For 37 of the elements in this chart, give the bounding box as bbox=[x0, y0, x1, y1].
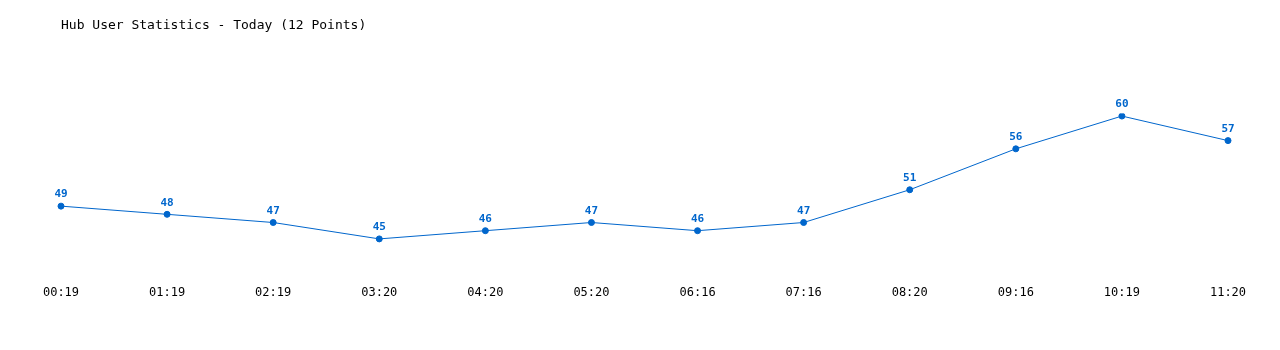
chart-title: Hub User Statistics - Today (12 Points) bbox=[61, 17, 367, 33]
x-tick-label: 10:19 bbox=[1103, 284, 1140, 299]
x-tick-label: 04:20 bbox=[467, 284, 504, 299]
data-label: 47 bbox=[584, 203, 599, 217]
data-label: 49 bbox=[54, 187, 68, 201]
data-label: 46 bbox=[478, 212, 493, 226]
data-label: 56 bbox=[1009, 130, 1023, 144]
point bbox=[269, 219, 277, 227]
data-label: 45 bbox=[372, 220, 386, 234]
point bbox=[1224, 137, 1232, 145]
x-tick-label: 09:16 bbox=[997, 284, 1034, 299]
point bbox=[57, 202, 65, 210]
data-label: 57 bbox=[1221, 121, 1235, 135]
data-label: 47 bbox=[266, 203, 280, 217]
x-tick-label: 11:20 bbox=[1209, 284, 1247, 299]
point bbox=[694, 227, 702, 235]
x-tick-label: 00:19 bbox=[42, 284, 80, 299]
point bbox=[375, 235, 383, 243]
point bbox=[163, 210, 171, 218]
x-tick-label: 08:20 bbox=[891, 284, 928, 299]
data-label: 51 bbox=[903, 171, 917, 185]
point bbox=[1012, 145, 1020, 153]
point bbox=[481, 227, 489, 235]
data-label: 48 bbox=[160, 195, 174, 209]
x-tick-label: 05:20 bbox=[573, 284, 610, 299]
x-tick-label: 01:19 bbox=[149, 284, 186, 299]
point bbox=[1118, 113, 1126, 120]
point bbox=[800, 219, 808, 227]
data-label: 60 bbox=[1115, 97, 1129, 111]
point bbox=[906, 186, 914, 194]
data-label: 47 bbox=[797, 203, 811, 217]
x-tick-label: 03:20 bbox=[361, 284, 398, 299]
x-tick-label: 07:16 bbox=[785, 284, 822, 299]
point bbox=[587, 219, 595, 227]
data-label: 46 bbox=[690, 212, 705, 226]
x-tick-label: 02:19 bbox=[255, 284, 292, 299]
x-tick-label: 06:16 bbox=[679, 284, 716, 299]
